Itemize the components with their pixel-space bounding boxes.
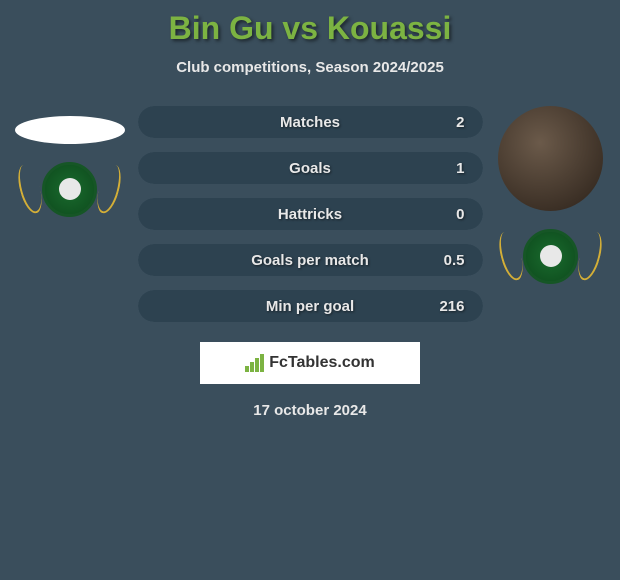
team-logo-right <box>503 221 598 291</box>
watermark[interactable]: FcTables.com <box>200 342 420 384</box>
stat-right-value: 0.5 <box>444 252 465 269</box>
stat-right-value: 2 <box>456 114 464 131</box>
stat-bar-hattricks: Hattricks 0 <box>138 198 483 230</box>
stat-bar-goals-per-match: Goals per match 0.5 <box>138 244 483 276</box>
right-column <box>491 106 611 291</box>
stat-label: Hattricks <box>278 206 342 223</box>
date-text: 17 october 2024 <box>0 402 620 419</box>
team-logo-left <box>22 154 117 224</box>
ball-icon <box>59 178 81 200</box>
ball-icon <box>540 245 562 267</box>
stat-label: Goals per match <box>251 252 369 269</box>
stat-label: Min per goal <box>266 298 354 315</box>
bar-chart-icon <box>245 354 264 372</box>
player-photo-right <box>498 106 603 211</box>
team-badge <box>42 162 97 217</box>
stat-bar-matches: Matches 2 <box>138 106 483 138</box>
stat-right-value: 1 <box>456 160 464 177</box>
stat-bar-min-per-goal: Min per goal 216 <box>138 290 483 322</box>
main-content: Matches 2 Goals 1 Hattricks 0 Goals per … <box>0 106 620 322</box>
player-photo-left <box>15 116 125 144</box>
stat-label: Goals <box>289 160 331 177</box>
stat-label: Matches <box>280 114 340 131</box>
comparison-card: Bin Gu vs Kouassi Club competitions, Sea… <box>0 0 620 419</box>
page-title: Bin Gu vs Kouassi <box>0 10 620 47</box>
stat-right-value: 0 <box>456 206 464 223</box>
team-badge <box>523 229 578 284</box>
laurel-icon <box>93 162 125 215</box>
stats-column: Matches 2 Goals 1 Hattricks 0 Goals per … <box>138 106 483 322</box>
subtitle: Club competitions, Season 2024/2025 <box>0 59 620 76</box>
stat-right-value: 216 <box>439 298 464 315</box>
stat-bar-goals: Goals 1 <box>138 152 483 184</box>
watermark-text: FcTables.com <box>269 354 375 372</box>
laurel-icon <box>574 229 606 282</box>
left-column <box>10 106 130 224</box>
